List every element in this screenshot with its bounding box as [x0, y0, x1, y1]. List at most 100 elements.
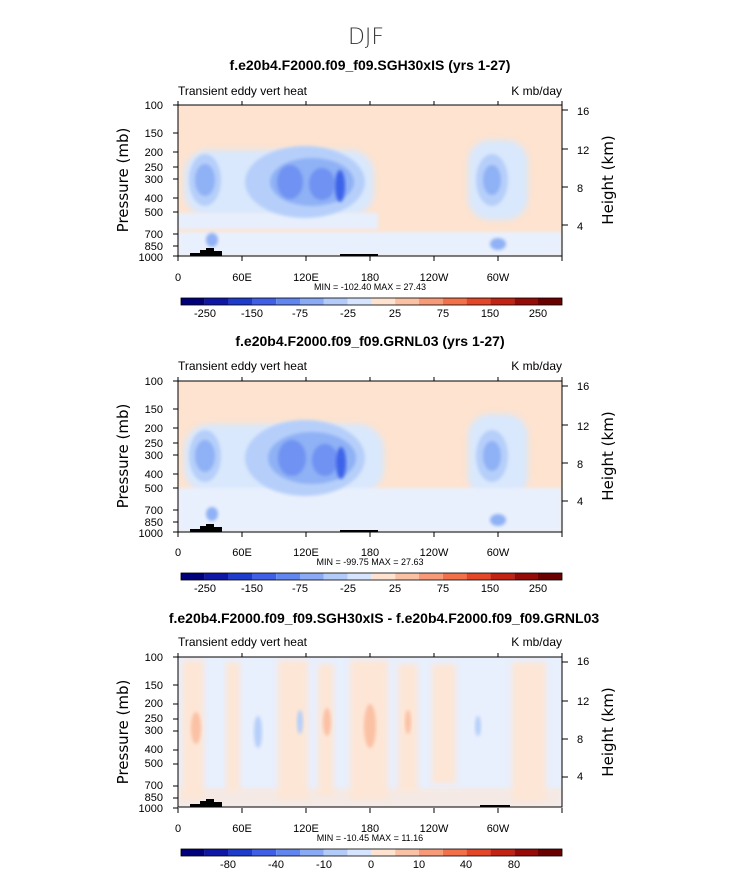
- x-tick-label: 120W: [420, 823, 449, 835]
- y-tick-label: 250: [145, 713, 163, 725]
- contour-band: [364, 704, 376, 748]
- panel-title: f.e20b4.F2000.f09_f09.SGH30xIS (yrs 1-27…: [230, 57, 511, 73]
- y-tick-label: 700: [145, 780, 163, 792]
- y-tick-label: 150: [145, 680, 163, 692]
- colorbar-swatch: [228, 298, 253, 305]
- x-tick-label: 60W: [487, 823, 510, 835]
- contour-band: [336, 447, 346, 479]
- y-tick-label: 700: [145, 229, 163, 241]
- x-tick-label: 0: [175, 272, 181, 284]
- height-tick-label: 12: [577, 145, 589, 157]
- colorbar-segments: [181, 298, 562, 305]
- y-axis-label: Pressure (mb): [114, 128, 132, 233]
- y-tick-label: 400: [145, 744, 163, 756]
- colorbar-swatch: [228, 849, 253, 856]
- contour-band: [178, 788, 562, 807]
- left-string: Transient eddy vert heat: [178, 84, 308, 98]
- min-max-readout: MIN = -99.75 MAX = 27.63: [316, 557, 423, 567]
- x-tick-label: 120W: [420, 272, 449, 284]
- colorbar-frame: [180, 297, 563, 306]
- y-tick-label: 1000: [139, 252, 163, 264]
- topography: [190, 248, 378, 256]
- colorbar-swatch: [300, 849, 324, 856]
- left-string: Transient eddy vert heat: [178, 635, 308, 649]
- colorbar-label: 75: [437, 583, 449, 595]
- contour-band: [432, 664, 456, 784]
- x-tick-label: 120E: [293, 547, 319, 559]
- colorbar-swatch: [395, 298, 419, 305]
- y-tick-label: 200: [145, 147, 163, 159]
- colorbar: -250 -150 -75 -25 25 75 150 250: [180, 572, 563, 595]
- x-axis: 0 60E 120E 180 120W 60W: [175, 272, 510, 284]
- height-tick-label: 4: [577, 496, 583, 508]
- colorbar-swatch: [490, 298, 515, 305]
- colorbar-swatch: [276, 573, 300, 580]
- x-tick-label: 120W: [420, 547, 449, 559]
- figure-title: DJF: [348, 25, 384, 50]
- colorbar-swatch: [538, 573, 562, 580]
- colorbar-swatch: [204, 298, 229, 305]
- colorbar-label: -150: [241, 583, 263, 595]
- x-tick-label: 0: [175, 823, 181, 835]
- y-axis-left: 100 150 200 250 300 400 500 700 850 1000…: [114, 376, 163, 540]
- y-tick-label: 300: [145, 725, 163, 737]
- y-axis-right: 16 12 8 4 Height (km): [577, 106, 617, 233]
- colorbar-swatch: [347, 573, 372, 580]
- contour-band: [195, 440, 215, 472]
- contour-band: [309, 168, 335, 200]
- y-tick-label: 200: [145, 423, 163, 435]
- colorbar-swatch: [252, 298, 277, 305]
- contour-band: [254, 716, 262, 748]
- contour-band: [483, 441, 501, 471]
- colorbar-swatch: [181, 298, 205, 305]
- colorbar-label: 0: [368, 859, 374, 871]
- colorbar-label: -250: [194, 583, 216, 595]
- height-tick-label: 8: [577, 734, 583, 746]
- y-tick-label: 100: [145, 376, 163, 388]
- colorbar-swatch: [419, 298, 443, 305]
- colorbar-swatch: [204, 573, 229, 580]
- colorbar-label: 250: [529, 583, 547, 595]
- colorbar-label: -80: [220, 859, 236, 871]
- height-tick-label: 16: [577, 381, 589, 393]
- colorbar-swatch: [466, 298, 491, 305]
- heatmap-field: [178, 657, 562, 807]
- colorbar-swatch: [514, 849, 538, 856]
- colorbar-label: -25: [340, 308, 356, 320]
- colorbar-swatch: [347, 849, 372, 856]
- colorbar-frame: [180, 572, 563, 581]
- colorbar-swatch: [204, 849, 229, 856]
- colorbar-swatch: [181, 849, 205, 856]
- colorbar-swatch: [395, 849, 419, 856]
- y-tick-label: 100: [145, 652, 163, 664]
- y-axis-right: 16 12 8 4 Height (km): [577, 656, 617, 783]
- colorbar-swatch: [466, 849, 491, 856]
- colorbar-label: 75: [437, 308, 449, 320]
- contour-band: [483, 165, 501, 195]
- colorbar-label: -150: [241, 308, 263, 320]
- y-tick-label: 700: [145, 505, 163, 517]
- colorbar-swatch: [442, 849, 467, 856]
- y-tick-label: 850: [145, 792, 163, 804]
- x-tick-label: 180: [361, 823, 379, 835]
- colorbar-swatch: [252, 849, 277, 856]
- colorbar-swatch: [300, 298, 324, 305]
- colorbar-swatch: [276, 298, 300, 305]
- contour-band: [490, 238, 506, 250]
- height-tick-label: 16: [577, 656, 589, 668]
- panel-2: f.e20b4.F2000.f09_f09.GRNL03 (yrs 1-27) …: [114, 333, 617, 595]
- x-tick-label: 60W: [487, 272, 510, 284]
- axis-ticks: [173, 101, 568, 813]
- x-tick-label: 60W: [487, 547, 510, 559]
- x-axis: 0 60E 120E 180 120W 60W: [175, 547, 510, 559]
- height-tick-label: 16: [577, 106, 589, 118]
- height-axis-label: Height (km): [599, 687, 617, 776]
- y-tick-label: 200: [145, 698, 163, 710]
- right-string: K mb/day: [511, 635, 562, 649]
- colorbar-swatch: [419, 849, 443, 856]
- right-string: K mb/day: [511, 359, 562, 373]
- contour-band: [178, 488, 562, 532]
- x-axis: 0 60E 120E 180 120W 60W: [175, 823, 510, 835]
- colorbar-swatch: [395, 573, 419, 580]
